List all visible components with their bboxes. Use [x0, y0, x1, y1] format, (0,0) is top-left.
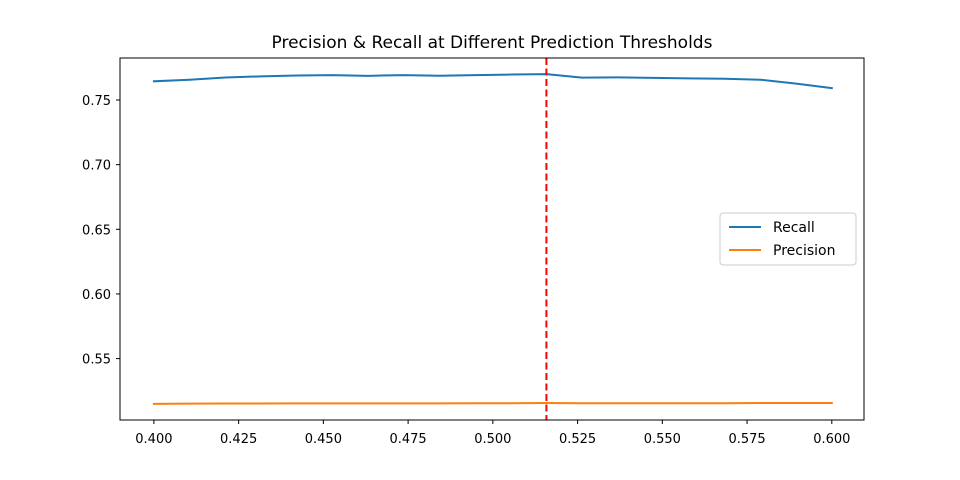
y-tick-label: 0.65	[82, 223, 111, 238]
x-tick-label: 0.575	[728, 432, 765, 447]
x-tick-label: 0.450	[305, 432, 342, 447]
axes-frame	[119, 57, 865, 421]
chart-title: Precision & Recall at Different Predicti…	[272, 33, 713, 53]
series-line-recall	[152, 73, 833, 90]
x-tick-label: 0.400	[135, 432, 172, 447]
x-tick-label: 0.600	[813, 432, 850, 447]
y-tick-label: 0.55	[82, 353, 111, 368]
legend: Recall Precision	[719, 212, 857, 266]
plot-area	[152, 58, 833, 420]
legend-label-precision: Precision	[773, 243, 835, 259]
y-tick-label: 0.75	[82, 94, 111, 109]
x-tick-label: 0.425	[220, 432, 257, 447]
x-tick-label: 0.475	[389, 432, 426, 447]
y-tick-label: 0.70	[82, 159, 111, 174]
y-tick-label: 0.60	[82, 288, 111, 303]
x-tick-label: 0.525	[559, 432, 596, 447]
legend-label-recall: Recall	[773, 220, 815, 236]
x-tick-label: 0.500	[474, 432, 511, 447]
axes: 0.400 0.425 0.450 0.475 0.500 0.525 0.550 0.575…	[82, 57, 865, 447]
series-line-precision	[152, 402, 833, 405]
x-tick-label: 0.550	[644, 432, 681, 447]
